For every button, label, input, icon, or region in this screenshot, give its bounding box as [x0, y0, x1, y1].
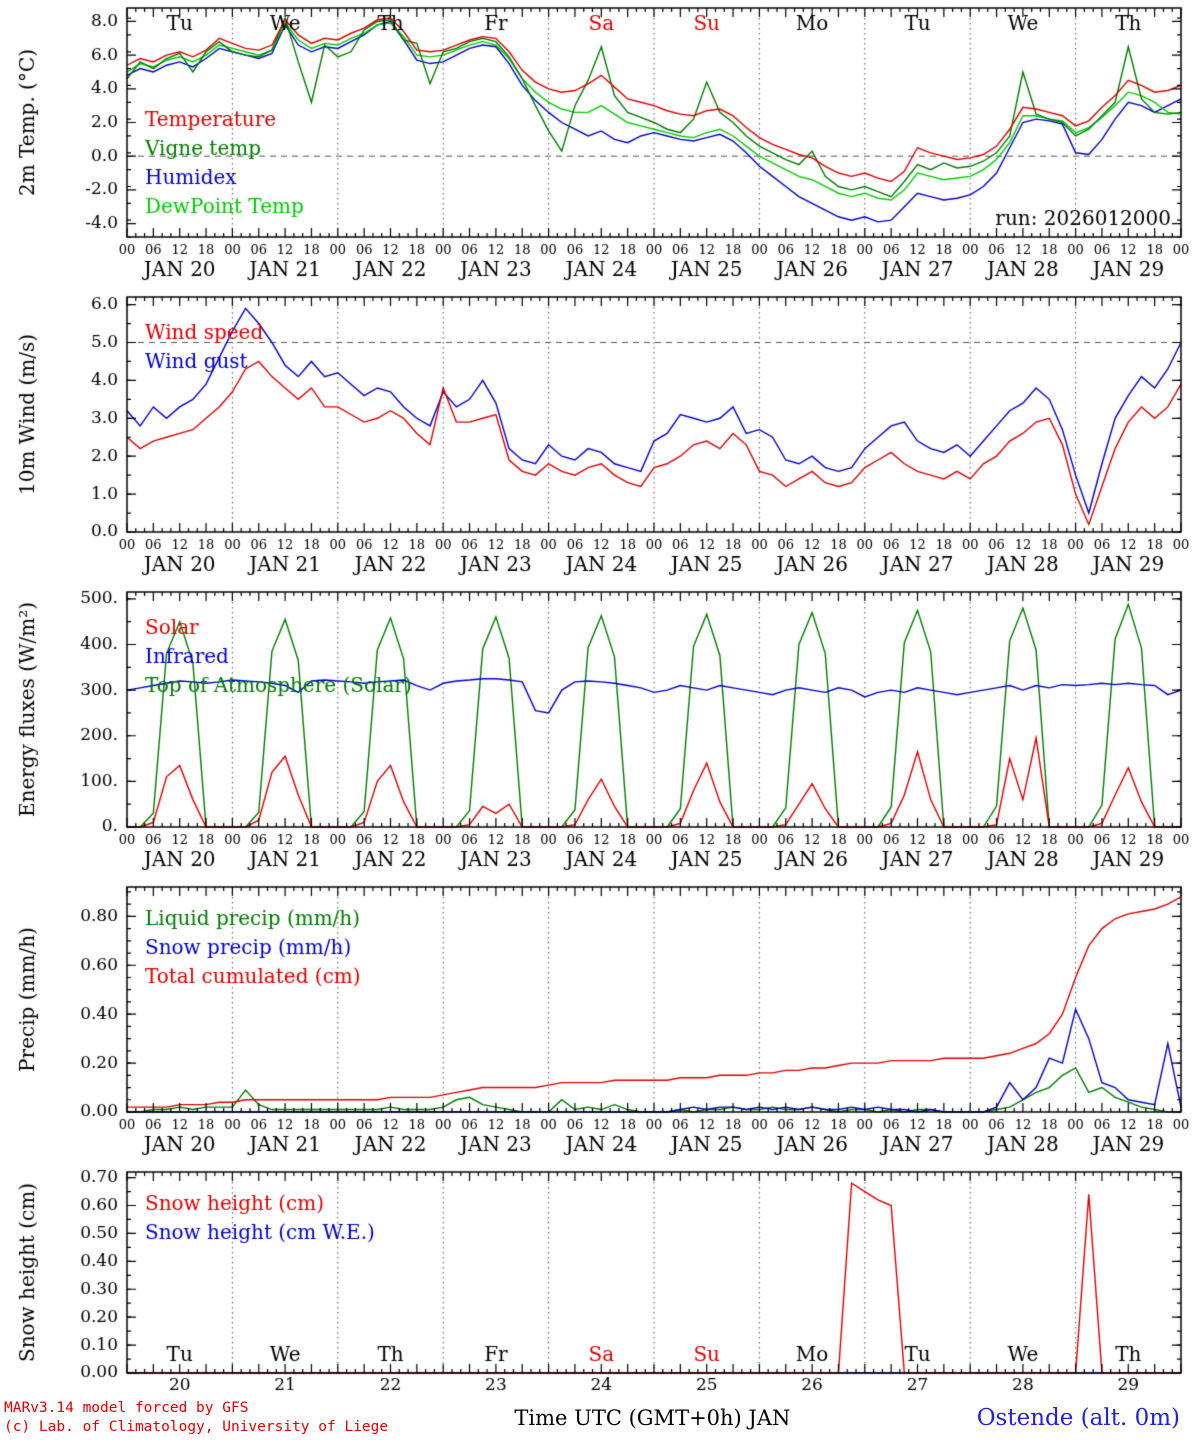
temperature-panel-chart [0, 0, 1194, 285]
precip-panel-chart [0, 875, 1194, 1160]
time-axis-title: Time UTC (GMT+0h) JAN [514, 1405, 791, 1430]
model-credit-line2: (c) Lab. of Climatology, University of L… [4, 1418, 389, 1435]
snow-height-panel-chart [0, 1160, 1194, 1395]
model-credit-line1: MARv3.14 model forced by GFS [4, 1400, 249, 1417]
station-label: Ostende (alt. 0m) [976, 1404, 1180, 1431]
model-credits: MARv3.14 model forced by GFS (c) Lab. of… [4, 1399, 388, 1435]
energy-flux-panel-chart [0, 580, 1194, 875]
footer: MARv3.14 model forced by GFS (c) Lab. of… [0, 1395, 1194, 1440]
wind-panel-chart [0, 285, 1194, 580]
